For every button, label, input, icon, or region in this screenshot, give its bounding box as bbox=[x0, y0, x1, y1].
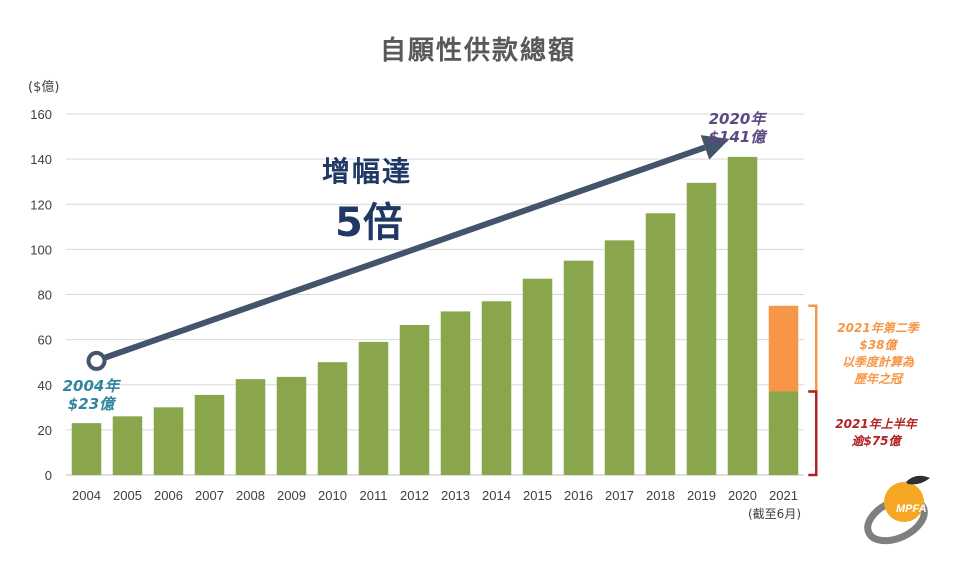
x-tick-label: 2016 bbox=[564, 488, 593, 503]
bar-q2-segment bbox=[768, 305, 799, 392]
growth-start-marker bbox=[86, 350, 107, 371]
x-tick-label: 2006 bbox=[154, 488, 183, 503]
callout-q2-line2: $38億 bbox=[859, 338, 897, 352]
bracket-q2 bbox=[808, 304, 818, 393]
x-tick-label: 2004 bbox=[72, 488, 101, 503]
bar bbox=[604, 240, 635, 475]
callout-2020-year: 2020年 bbox=[708, 110, 766, 128]
y-tick-label: 100 bbox=[30, 242, 52, 257]
growth-multiple: 5倍 bbox=[335, 200, 403, 246]
bar bbox=[522, 278, 553, 475]
x-tick-label: 2019 bbox=[687, 488, 716, 503]
callout-q2-line4: 歷年之冠 bbox=[853, 372, 902, 386]
callout-2020-value: $141億 bbox=[708, 128, 766, 146]
callout-2021-q2: 2021年第二季 $38億 以季度計算為 歷年之冠 bbox=[818, 320, 938, 388]
x-tick-label: 2015 bbox=[523, 488, 552, 503]
y-tick-label: 120 bbox=[30, 197, 52, 212]
x-axis-note: (截至6月) bbox=[748, 507, 801, 521]
x-tick-label: 2013 bbox=[441, 488, 470, 503]
bar bbox=[481, 301, 512, 475]
bar bbox=[727, 156, 758, 475]
y-tick-label: 80 bbox=[38, 288, 52, 303]
y-tick-label: 40 bbox=[38, 378, 52, 393]
bar bbox=[235, 379, 266, 475]
logo-text: MPFA bbox=[896, 503, 927, 515]
callout-h1-line1: 2021年上半年 bbox=[835, 417, 917, 431]
y-tick-label: 140 bbox=[30, 152, 52, 167]
chart-title: 自願性供款總額 bbox=[379, 36, 576, 66]
x-tick-label: 2021 bbox=[769, 488, 798, 503]
growth-label: 增幅達 bbox=[322, 155, 413, 188]
y-tick-label: 0 bbox=[45, 468, 52, 483]
x-tick-label: 2018 bbox=[646, 488, 675, 503]
x-tick-label: 2014 bbox=[482, 488, 511, 503]
bar bbox=[686, 182, 717, 476]
callout-h1-line2: 逾$75億 bbox=[851, 434, 901, 448]
callout-2021-h1: 2021年上半年 逾$75億 bbox=[824, 416, 928, 450]
x-tick-label: 2010 bbox=[318, 488, 347, 503]
x-tick-label: 2009 bbox=[277, 488, 306, 503]
callout-q2-line3: 以季度計算為 bbox=[841, 355, 914, 369]
growth-arrow-line bbox=[97, 144, 706, 363]
y-axis-unit: ($億) bbox=[28, 80, 60, 95]
bar bbox=[399, 324, 430, 475]
callout-2020: 2020年 $141億 bbox=[700, 110, 774, 146]
bar bbox=[645, 213, 676, 475]
x-tick-label: 2020 bbox=[728, 488, 757, 503]
bar bbox=[768, 391, 799, 475]
x-tick-label: 2017 bbox=[605, 488, 634, 503]
x-tick-label: 2012 bbox=[400, 488, 429, 503]
bar bbox=[317, 362, 348, 475]
callout-2004: 2004年 $23億 bbox=[58, 377, 124, 413]
callout-2004-year: 2004年 bbox=[62, 377, 120, 395]
bar bbox=[563, 260, 594, 475]
x-tick-label: 2005 bbox=[113, 488, 142, 503]
bar bbox=[440, 311, 471, 475]
mpfa-logo: MPFA bbox=[864, 475, 930, 545]
bar bbox=[153, 407, 184, 475]
bracket-h1 bbox=[808, 390, 818, 477]
bar bbox=[71, 423, 102, 475]
x-tick-label: 2011 bbox=[360, 488, 388, 503]
y-tick-label: 160 bbox=[30, 107, 52, 122]
bar bbox=[358, 341, 389, 475]
y-tick-label: 20 bbox=[38, 423, 52, 438]
x-tick-label: 2007 bbox=[195, 488, 224, 503]
bar bbox=[276, 376, 307, 475]
y-tick-label: 60 bbox=[38, 333, 52, 348]
growth-arrow-head bbox=[700, 135, 730, 160]
bar bbox=[112, 416, 143, 475]
callout-q2-line1: 2021年第二季 bbox=[837, 321, 919, 335]
x-tick-label: 2008 bbox=[236, 488, 265, 503]
bar bbox=[194, 394, 225, 475]
callout-2004-value: $23億 bbox=[67, 395, 115, 413]
